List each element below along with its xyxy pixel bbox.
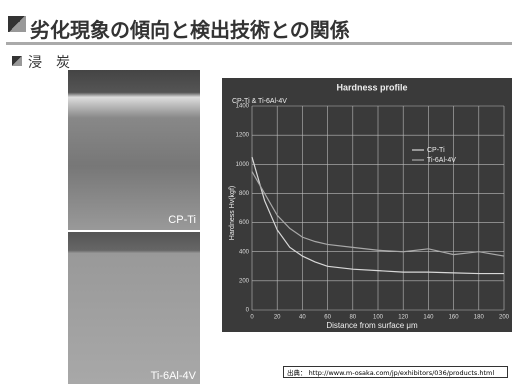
image-label: CP-Ti bbox=[168, 214, 196, 226]
source-box: 出典： http://www.m-osaka.com/jp/exhibitors… bbox=[283, 366, 508, 378]
bullet-icon bbox=[12, 56, 22, 66]
section-label: 浸 炭 bbox=[28, 52, 70, 72]
slide-title: 劣化現象の傾向と検出技術との関係 bbox=[30, 14, 350, 43]
y-tick-label: 600 bbox=[239, 220, 250, 226]
y-tick-label: 1400 bbox=[236, 104, 250, 110]
x-tick-label: 60 bbox=[324, 315, 331, 321]
title-icon bbox=[8, 16, 26, 32]
legend-label: Ti-6Al-4V bbox=[427, 157, 456, 164]
micrograph: Ti-6Al-4V bbox=[68, 232, 200, 384]
chart-title: Hardness profile bbox=[336, 82, 407, 92]
y-tick-label: 400 bbox=[239, 249, 250, 255]
x-tick-label: 100 bbox=[373, 315, 384, 321]
y-tick-label: 1000 bbox=[236, 162, 250, 168]
chart: Hardness profile CP-Ti & Ti-6Al-4V Dista… bbox=[222, 78, 512, 332]
x-tick-label: 140 bbox=[423, 315, 434, 321]
y-tick-label: 200 bbox=[239, 278, 250, 284]
chart-background bbox=[222, 78, 512, 332]
x-tick-label: 80 bbox=[349, 315, 356, 321]
legend-label: CP-Ti bbox=[427, 147, 445, 154]
y-tick-label: 800 bbox=[239, 191, 250, 197]
title-rule bbox=[6, 42, 512, 45]
image-label: Ti-6Al-4V bbox=[151, 370, 196, 382]
y-tick-label: 1200 bbox=[236, 133, 250, 139]
x-tick-label: 120 bbox=[398, 315, 409, 321]
slide: 劣化現象の傾向と検出技術との関係 浸 炭 CP-Ti Ti-6Al-4V Har… bbox=[0, 0, 516, 384]
x-tick-label: 200 bbox=[499, 315, 510, 321]
x-axis-label: Distance from surface μm bbox=[326, 321, 418, 330]
x-tick-label: 20 bbox=[274, 315, 281, 321]
x-tick-label: 180 bbox=[474, 315, 485, 321]
y-axis-label: Hardness Hv(kgf) bbox=[229, 186, 236, 240]
x-tick-label: 40 bbox=[299, 315, 306, 321]
micrograph: CP-Ti bbox=[68, 70, 200, 230]
x-tick-label: 160 bbox=[449, 315, 460, 321]
